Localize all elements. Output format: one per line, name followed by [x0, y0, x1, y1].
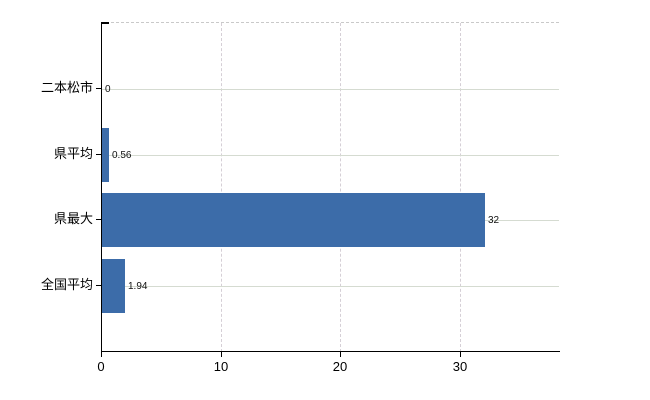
- x-tick-label: 10: [213, 359, 229, 374]
- x-axis-tick: [101, 352, 102, 357]
- horizontal-gridline: [101, 155, 559, 156]
- category-label-県最大: 県最大: [53, 211, 93, 226]
- vertical-gridline: [459, 23, 461, 352]
- y-axis-tick: [96, 285, 101, 286]
- value-label: 0: [105, 84, 111, 95]
- x-axis-tick: [340, 352, 341, 357]
- category-label-二本松市: 二本松市: [40, 80, 93, 95]
- value-label: 32: [488, 215, 500, 226]
- category-label-全国平均: 全国平均: [40, 277, 93, 292]
- x-tick-label: 0: [97, 359, 105, 374]
- x-tick-label: 30: [452, 359, 468, 374]
- horizontal-gridline: [101, 286, 559, 287]
- x-axis-tick: [221, 352, 222, 357]
- vertical-gridline: [340, 23, 342, 352]
- horizontal-gridline: [101, 89, 559, 90]
- y-axis-line: [101, 22, 102, 352]
- bar-県平均: [102, 128, 109, 182]
- value-label: 0.56: [112, 150, 132, 161]
- x-tick-label: 20: [332, 359, 348, 374]
- y-axis-tick: [96, 154, 101, 155]
- x-axis-line: [101, 351, 560, 352]
- vertical-gridline: [220, 23, 222, 352]
- y-axis-tick: [96, 88, 101, 89]
- value-label: 1.94: [128, 281, 148, 292]
- plot-area: 0 0.56 32 1.94: [101, 22, 559, 352]
- y-axis-tick: [96, 219, 101, 220]
- category-label-県平均: 県平均: [53, 146, 93, 161]
- bar-全国平均: [102, 259, 125, 313]
- x-axis-tick: [460, 352, 461, 357]
- bar-県最大: [102, 193, 485, 247]
- y-axis-top-tick: [101, 22, 109, 24]
